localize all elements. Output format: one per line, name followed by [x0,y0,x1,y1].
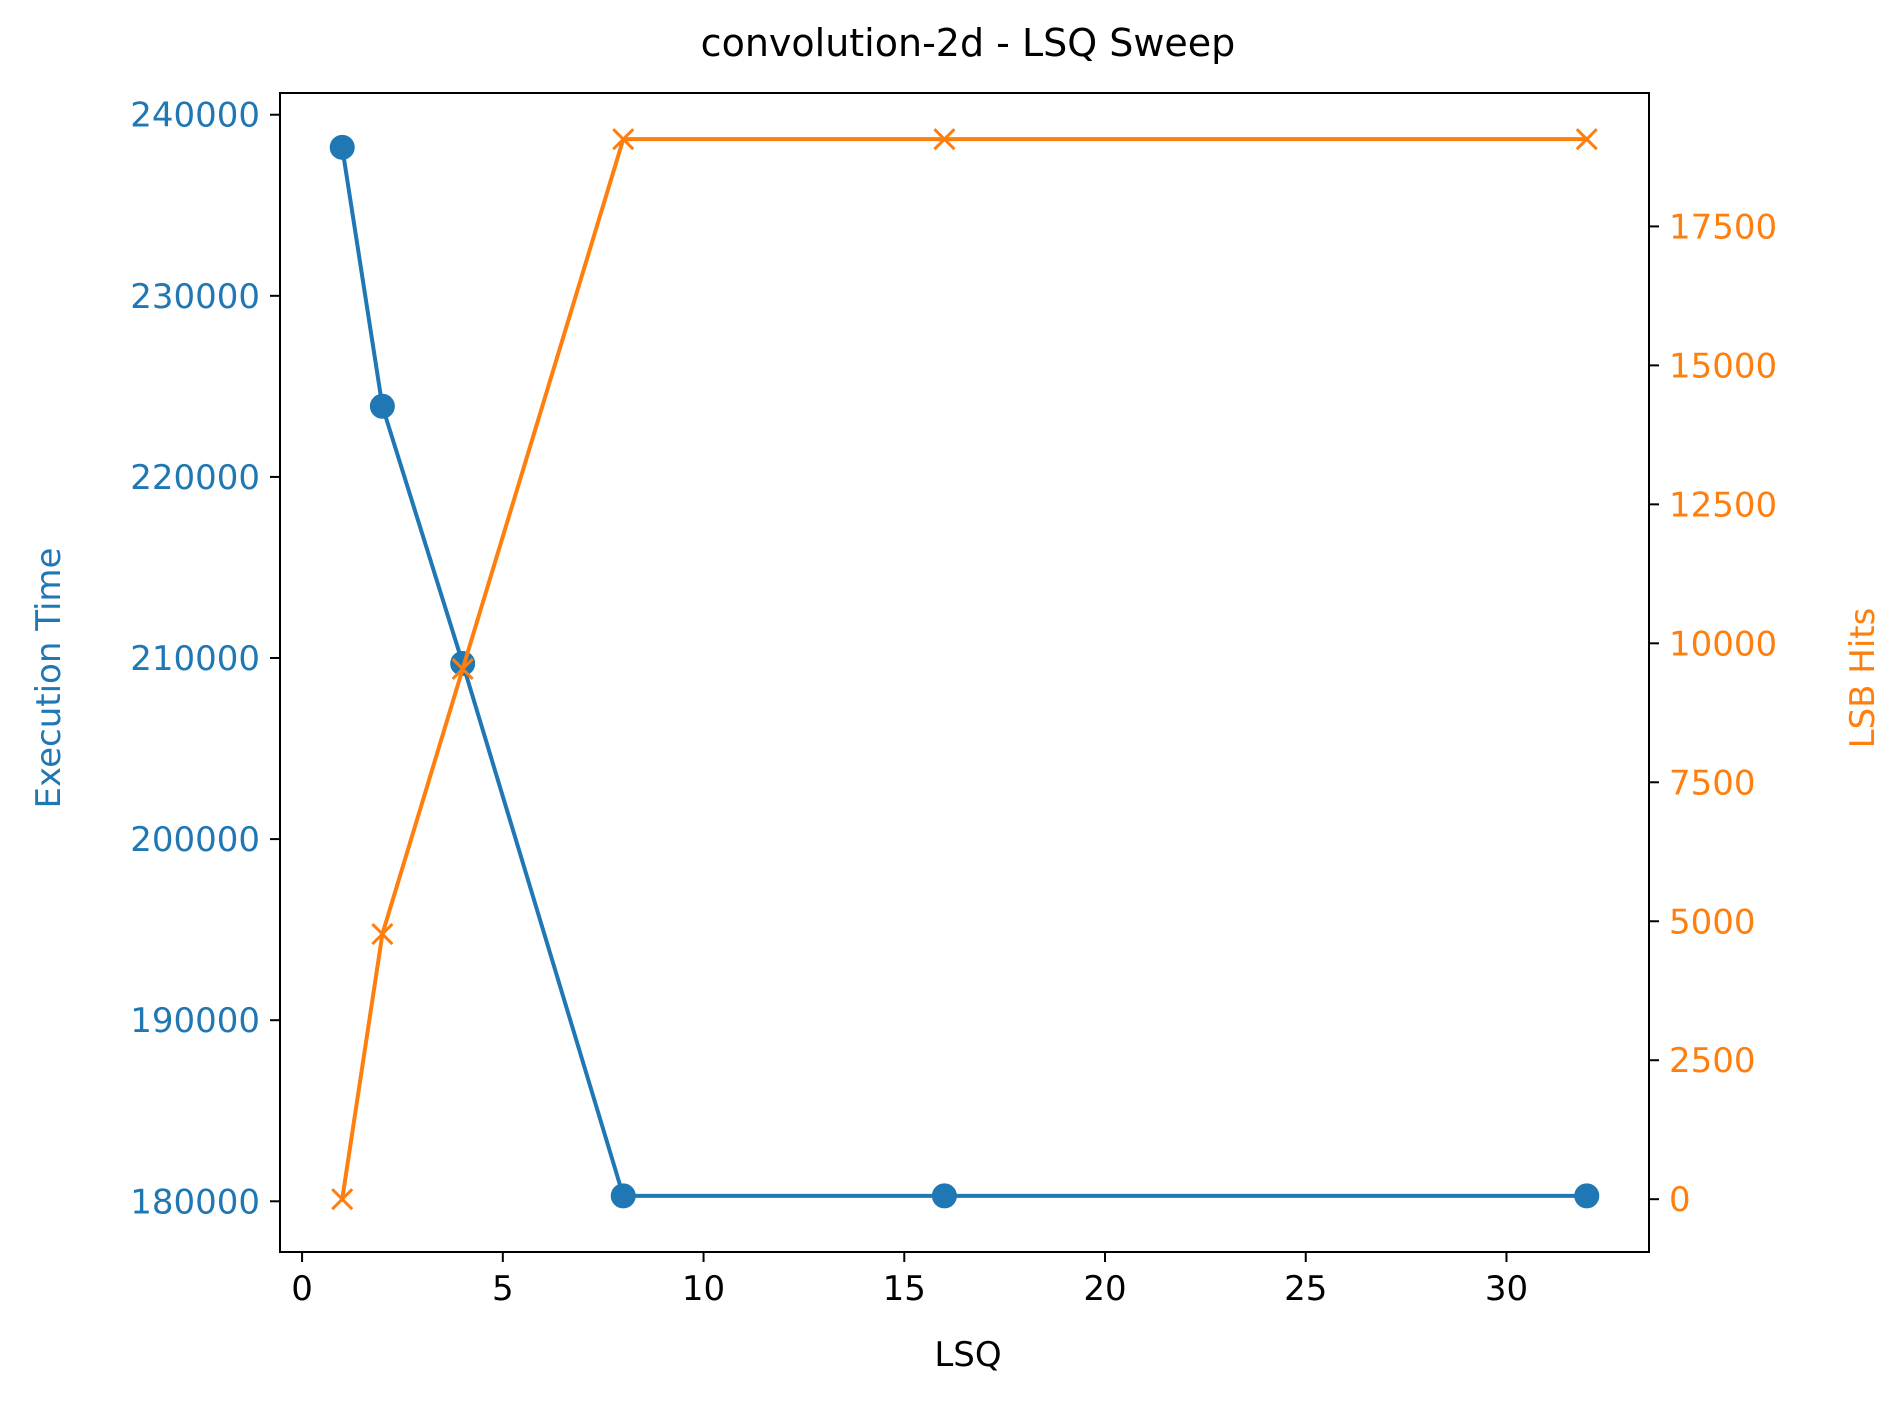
y-left-tick-label: 240000 [130,96,260,136]
series-line-lsb-hits [340,137,1587,1200]
plot-frame [279,92,1650,1253]
y-left-tick-label: 230000 [130,277,260,317]
y-right-tick-label: 5000 [1669,902,1756,942]
data-point-lsb-hits [331,1188,354,1211]
y-right-tick-label: 17500 [1669,207,1777,247]
y-left-tick-label: 220000 [130,458,260,498]
chart-title: convolution-2d - LSQ Sweep [701,21,1236,65]
y-right-tick-label: 12500 [1669,485,1777,525]
data-point-lsb-hits [371,922,394,946]
data-point-execution-time [1574,1183,1600,1209]
data-point-lsb-hits [1575,128,1598,151]
x-tick-label: 15 [883,1269,926,1309]
x-axis-label: LSQ [934,1335,1001,1375]
x-tick-label: 20 [1083,1269,1126,1309]
y-left-tick-label: 190000 [130,1001,260,1041]
data-point-execution-time [329,134,355,160]
x-tick-label: 5 [492,1269,514,1309]
x-tick-label: 30 [1485,1269,1528,1309]
y-left-tick-label: 180000 [130,1182,260,1222]
data-point-execution-time [931,1183,957,1209]
y-right-tick-label: 2500 [1669,1041,1756,1081]
y-left-tick-label: 210000 [130,639,260,679]
series-line-execution-time [340,146,1587,1198]
x-tick-label: 25 [1284,1269,1327,1309]
y-right-tick-label: 7500 [1669,763,1756,803]
x-tick-label: 0 [291,1269,313,1309]
y-axis-right-label: LSB Hits [1843,608,1883,749]
data-point-execution-time [610,1183,636,1209]
y-right-tick-label: 15000 [1669,346,1777,386]
data-point-lsb-hits [933,128,956,151]
y-right-tick-label: 10000 [1669,624,1777,664]
y-axis-left-label: Execution Time [29,548,69,809]
x-tick-label: 10 [682,1269,725,1309]
plot-area: 0 5 10 15 20 25 30 180000 190000 200000 210000 2200… [130,92,1777,1309]
data-point-lsb-hits [451,657,474,680]
data-point-lsb-hits [612,128,635,151]
y-left-tick-label: 200000 [130,820,260,860]
y-right-tick-label: 0 [1669,1180,1691,1220]
data-point-execution-time [369,393,395,419]
